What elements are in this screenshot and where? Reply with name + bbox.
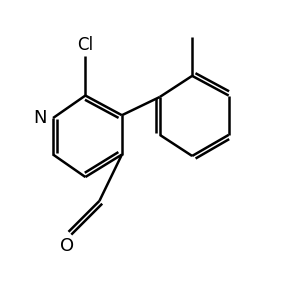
Text: O: O (60, 237, 74, 255)
Text: Cl: Cl (77, 36, 93, 54)
Text: N: N (33, 109, 47, 127)
